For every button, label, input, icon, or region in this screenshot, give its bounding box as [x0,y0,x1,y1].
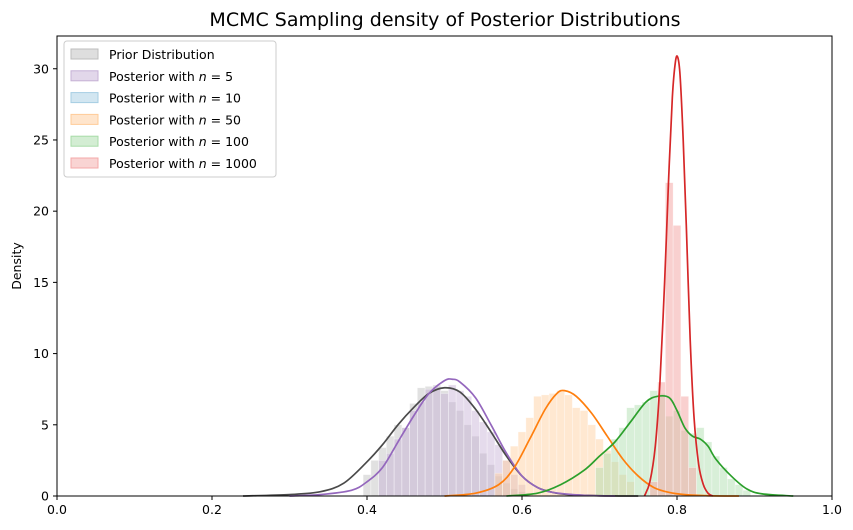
histogram-bar [533,396,542,497]
y-axis: 0 5 10 15 20 25 30 [33,61,57,504]
legend-entry: Posterior with n = 50 [109,112,241,127]
histogram-bar [548,393,558,497]
histogram-bar [401,427,410,497]
legend-swatch [70,113,99,125]
density-curve [289,378,616,497]
histogram-bar [448,384,457,497]
x-tick-label: 0.4 [357,502,377,517]
histogram-bar [362,474,372,497]
density-curve [444,389,740,497]
histogram-bar [471,410,480,497]
density-curve [506,394,794,497]
legend-entry: Posterior with n = 1000 [109,156,257,171]
legend-entry: Prior Distribution [109,47,215,62]
histogram-bar [556,390,565,497]
x-axis: 0.0 0.2 0.4 0.6 0.8 1.0 [47,496,842,517]
legend-swatch [70,157,99,169]
histogram-bar [688,467,697,497]
legend-swatch [70,92,99,104]
legend-swatch [70,135,99,147]
legend-swatch [70,48,99,60]
density-curve-layer [242,55,794,497]
y-tick-label: 25 [33,132,49,147]
legend: Prior Distribution Posterior with n = 5 Po… [63,40,277,178]
histogram-bar [517,431,527,497]
y-tick-label: 10 [33,346,49,361]
legend-entry: Posterior with n = 100 [109,134,249,149]
histogram-bar [603,452,612,497]
x-tick-label: 0.0 [47,502,67,517]
histogram-bar [463,396,472,497]
histogram-bar [672,225,682,497]
histogram-bar [579,410,589,497]
histogram-bar [486,431,496,497]
y-tick-label: 30 [33,61,49,76]
histogram-bar [680,396,689,497]
histogram-bar [572,407,581,497]
legend-swatch [70,70,99,82]
legend-entry: Posterior with n = 5 [109,69,233,84]
histogram-bar [595,467,604,497]
histogram-bar [440,393,449,497]
histogram-bar [378,460,387,497]
x-tick-label: 0.6 [512,502,532,517]
histogram-bar [432,386,441,497]
legend-entry: Posterior with n = 10 [109,91,241,106]
x-tick-label: 1.0 [822,502,842,517]
histogram-bar [727,478,736,497]
chart-title: MCMC Sampling density of Posterior Distr… [209,9,680,31]
x-tick-label: 0.2 [202,502,222,517]
y-tick-label: 0 [41,489,49,504]
histogram-bar [634,404,643,497]
x-tick-label: 0.8 [667,502,687,517]
histogram-bar [424,388,434,497]
density-curve [643,55,714,497]
y-tick-label: 5 [41,417,49,432]
histogram-bar [479,421,488,497]
y-axis-label: Density [9,242,24,290]
plot-frame [56,35,833,497]
histogram-bar [455,390,465,497]
histogram-bar [417,401,426,497]
histogram-bar [409,410,418,497]
y-tick-label: 20 [33,204,49,219]
y-tick-label: 15 [33,275,49,290]
legend-frame [63,40,277,178]
